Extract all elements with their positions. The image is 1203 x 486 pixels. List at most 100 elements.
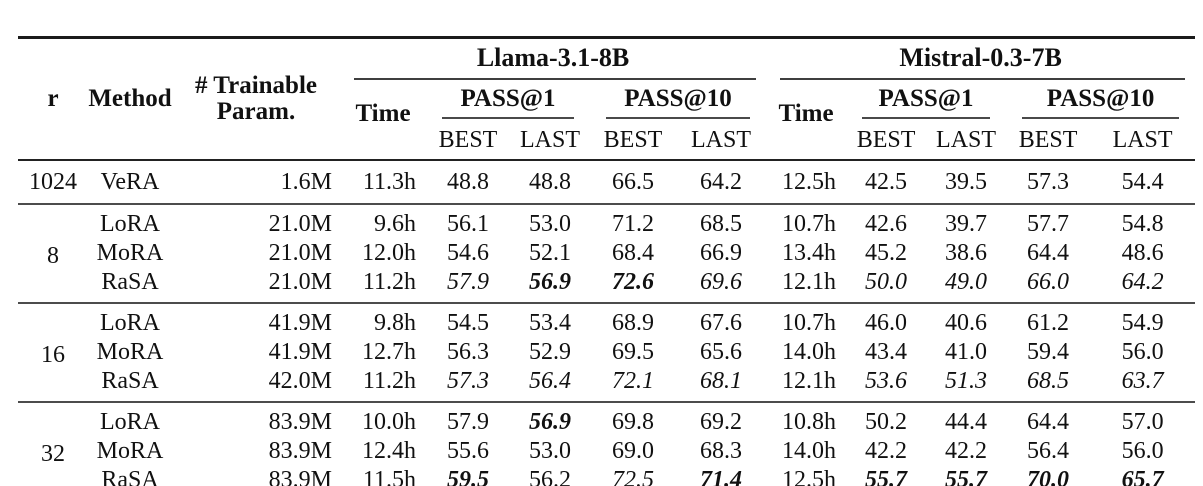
pass1-label: PASS@1 — [460, 85, 556, 112]
metric-cell: 42.6 — [865, 211, 908, 237]
time-cell: 12.4h — [362, 438, 416, 464]
metric-cell: 51.3 — [945, 368, 988, 394]
metric-cell: 59.4 — [1027, 339, 1070, 365]
col-header-pass1-llama: PASS@1 — [426, 80, 590, 122]
pass-underline — [606, 117, 751, 119]
time-cell: 10.8h — [782, 409, 837, 435]
metric-cell: 54.5 — [447, 310, 489, 336]
table-row: 16 LoRA 41.9M 9.8h 54.5 53.4 68.9 67.6 1… — [18, 303, 1195, 368]
metric-cell: 68.4 — [612, 240, 654, 266]
col-header-time-mistral: Time — [778, 99, 834, 127]
metric-cell: 41.0 — [945, 339, 988, 365]
metric-cell: 53.6 — [865, 368, 908, 394]
metric-cell: 42.2 — [865, 438, 908, 464]
group-header-mistral: Mistral-0.3-7B — [766, 38, 1195, 80]
metric-cell: 56.9 — [529, 409, 571, 435]
metric-cell: 56.9 — [529, 269, 571, 295]
col-header-best: BEST — [603, 127, 663, 153]
method-cell: RaSA — [101, 467, 159, 486]
time-cell: 9.6h — [374, 211, 416, 237]
metric-cell: 56.1 — [447, 211, 489, 237]
time-cell: 11.5h — [362, 467, 416, 486]
metric-cell: 69.5 — [612, 339, 654, 365]
metric-cell: 59.5 — [447, 467, 489, 486]
param-cell: 41.9M — [268, 339, 332, 365]
param-cell: 83.9M — [268, 438, 332, 464]
time-cell: 11.3h — [362, 169, 416, 195]
header-row-models: r Method # Trainable Param. Llama-3.1-8B… — [18, 38, 1195, 125]
metric-cell: 66.9 — [700, 240, 743, 266]
table-row: 32 LoRA 83.9M 10.0h 57.9 56.9 69.8 69.2 … — [18, 402, 1195, 467]
pass10-label: PASS@10 — [1046, 85, 1155, 112]
metric-cell: 54.6 — [447, 240, 489, 266]
table-header: r Method # Trainable Param. Llama-3.1-8B… — [18, 38, 1196, 160]
table-row: MoRA 41.9M 12.7h 56.3 52.9 69.5 65.6 14.… — [18, 337, 1195, 366]
metric-cell: 57.9 — [447, 409, 489, 435]
group-underline — [354, 78, 757, 80]
pass-underline — [1022, 117, 1180, 119]
metric-cell: 65.6 — [700, 339, 743, 365]
metric-cell: 65.7 — [1121, 467, 1164, 486]
col-header-pass10-mistral: PASS@10 — [1006, 80, 1195, 122]
table-row: MoRA 21.0M 12.0h 54.6 52.1 68.4 66.9 13.… — [18, 238, 1195, 267]
col-header-last: LAST — [520, 127, 580, 153]
metric-cell: 57.0 — [1121, 409, 1164, 435]
time-cell: 10.0h — [362, 409, 416, 435]
metric-cell: 57.7 — [1027, 211, 1070, 237]
block-r16: 16 LoRA 41.9M 9.8h 54.5 53.4 68.9 67.6 1… — [18, 303, 1196, 402]
metric-cell: 57.9 — [447, 269, 489, 295]
metric-cell: 63.7 — [1121, 368, 1164, 394]
col-header-time-llama: Time — [355, 99, 411, 127]
block-r32: 32 LoRA 83.9M 10.0h 57.9 56.9 69.8 69.2 … — [18, 402, 1195, 486]
method-cell: RaSA — [101, 368, 159, 394]
time-cell: 14.0h — [782, 438, 837, 464]
method-cell: LoRA — [100, 211, 160, 237]
param-cell: 21.0M — [268, 240, 332, 266]
time-cell: 9.8h — [374, 310, 416, 336]
metric-cell: 64.2 — [1121, 269, 1164, 295]
time-cell: 13.4h — [782, 240, 837, 266]
param-cell: 83.9M — [268, 409, 332, 435]
param-cell: 21.0M — [268, 211, 332, 237]
metric-cell: 53.0 — [529, 211, 571, 237]
metric-cell: 53.4 — [529, 310, 571, 336]
metric-cell: 40.6 — [945, 310, 988, 336]
col-header-r: r — [47, 85, 59, 112]
trainable-param-line2: Param. — [216, 98, 296, 125]
metric-cell: 42.2 — [945, 438, 988, 464]
metric-cell: 69.8 — [612, 409, 654, 435]
time-cell: 12.7h — [362, 339, 416, 365]
method-cell: MoRA — [96, 339, 164, 365]
model-name-mistral: Mistral-0.3-7B — [899, 43, 1062, 72]
metric-cell: 69.0 — [612, 438, 654, 464]
metric-cell: 56.4 — [529, 368, 571, 394]
metric-cell: 72.1 — [612, 368, 654, 394]
method-cell: LoRA — [100, 310, 160, 336]
method-cell: RaSA — [101, 269, 159, 295]
metric-cell: 72.5 — [612, 467, 654, 486]
rank-value: 1024 — [29, 169, 77, 195]
metric-cell: 72.6 — [612, 269, 654, 295]
time-cell: 11.2h — [362, 368, 416, 394]
metric-cell: 45.2 — [865, 240, 908, 266]
group-underline — [780, 78, 1186, 80]
results-table: r Method # Trainable Param. Llama-3.1-8B… — [18, 36, 1196, 486]
metric-cell: 64.4 — [1027, 240, 1070, 266]
metric-cell: 56.0 — [1121, 339, 1164, 365]
metric-cell: 54.8 — [1121, 211, 1164, 237]
block-r8: 8 LoRA 21.0M 9.6h 56.1 53.0 71.2 68.5 10… — [18, 204, 1196, 303]
method-cell: MoRA — [96, 438, 164, 464]
metric-cell: 70.0 — [1027, 467, 1070, 486]
metric-cell: 68.9 — [612, 310, 654, 336]
time-cell: 12.1h — [782, 368, 837, 394]
metric-cell: 56.2 — [529, 467, 571, 486]
metric-cell: 55.7 — [865, 467, 908, 486]
col-header-pass10-llama: PASS@10 — [590, 80, 766, 122]
table-row: RaSA 21.0M 11.2h 57.9 56.9 72.6 69.6 12.… — [18, 267, 1195, 303]
pass10-label: PASS@10 — [624, 85, 732, 112]
method-cell: VeRA — [100, 169, 160, 195]
metric-cell: 57.3 — [447, 368, 489, 394]
model-name-llama: Llama-3.1-8B — [476, 43, 630, 72]
metric-cell: 68.3 — [700, 438, 743, 464]
metric-cell: 69.6 — [700, 269, 743, 295]
